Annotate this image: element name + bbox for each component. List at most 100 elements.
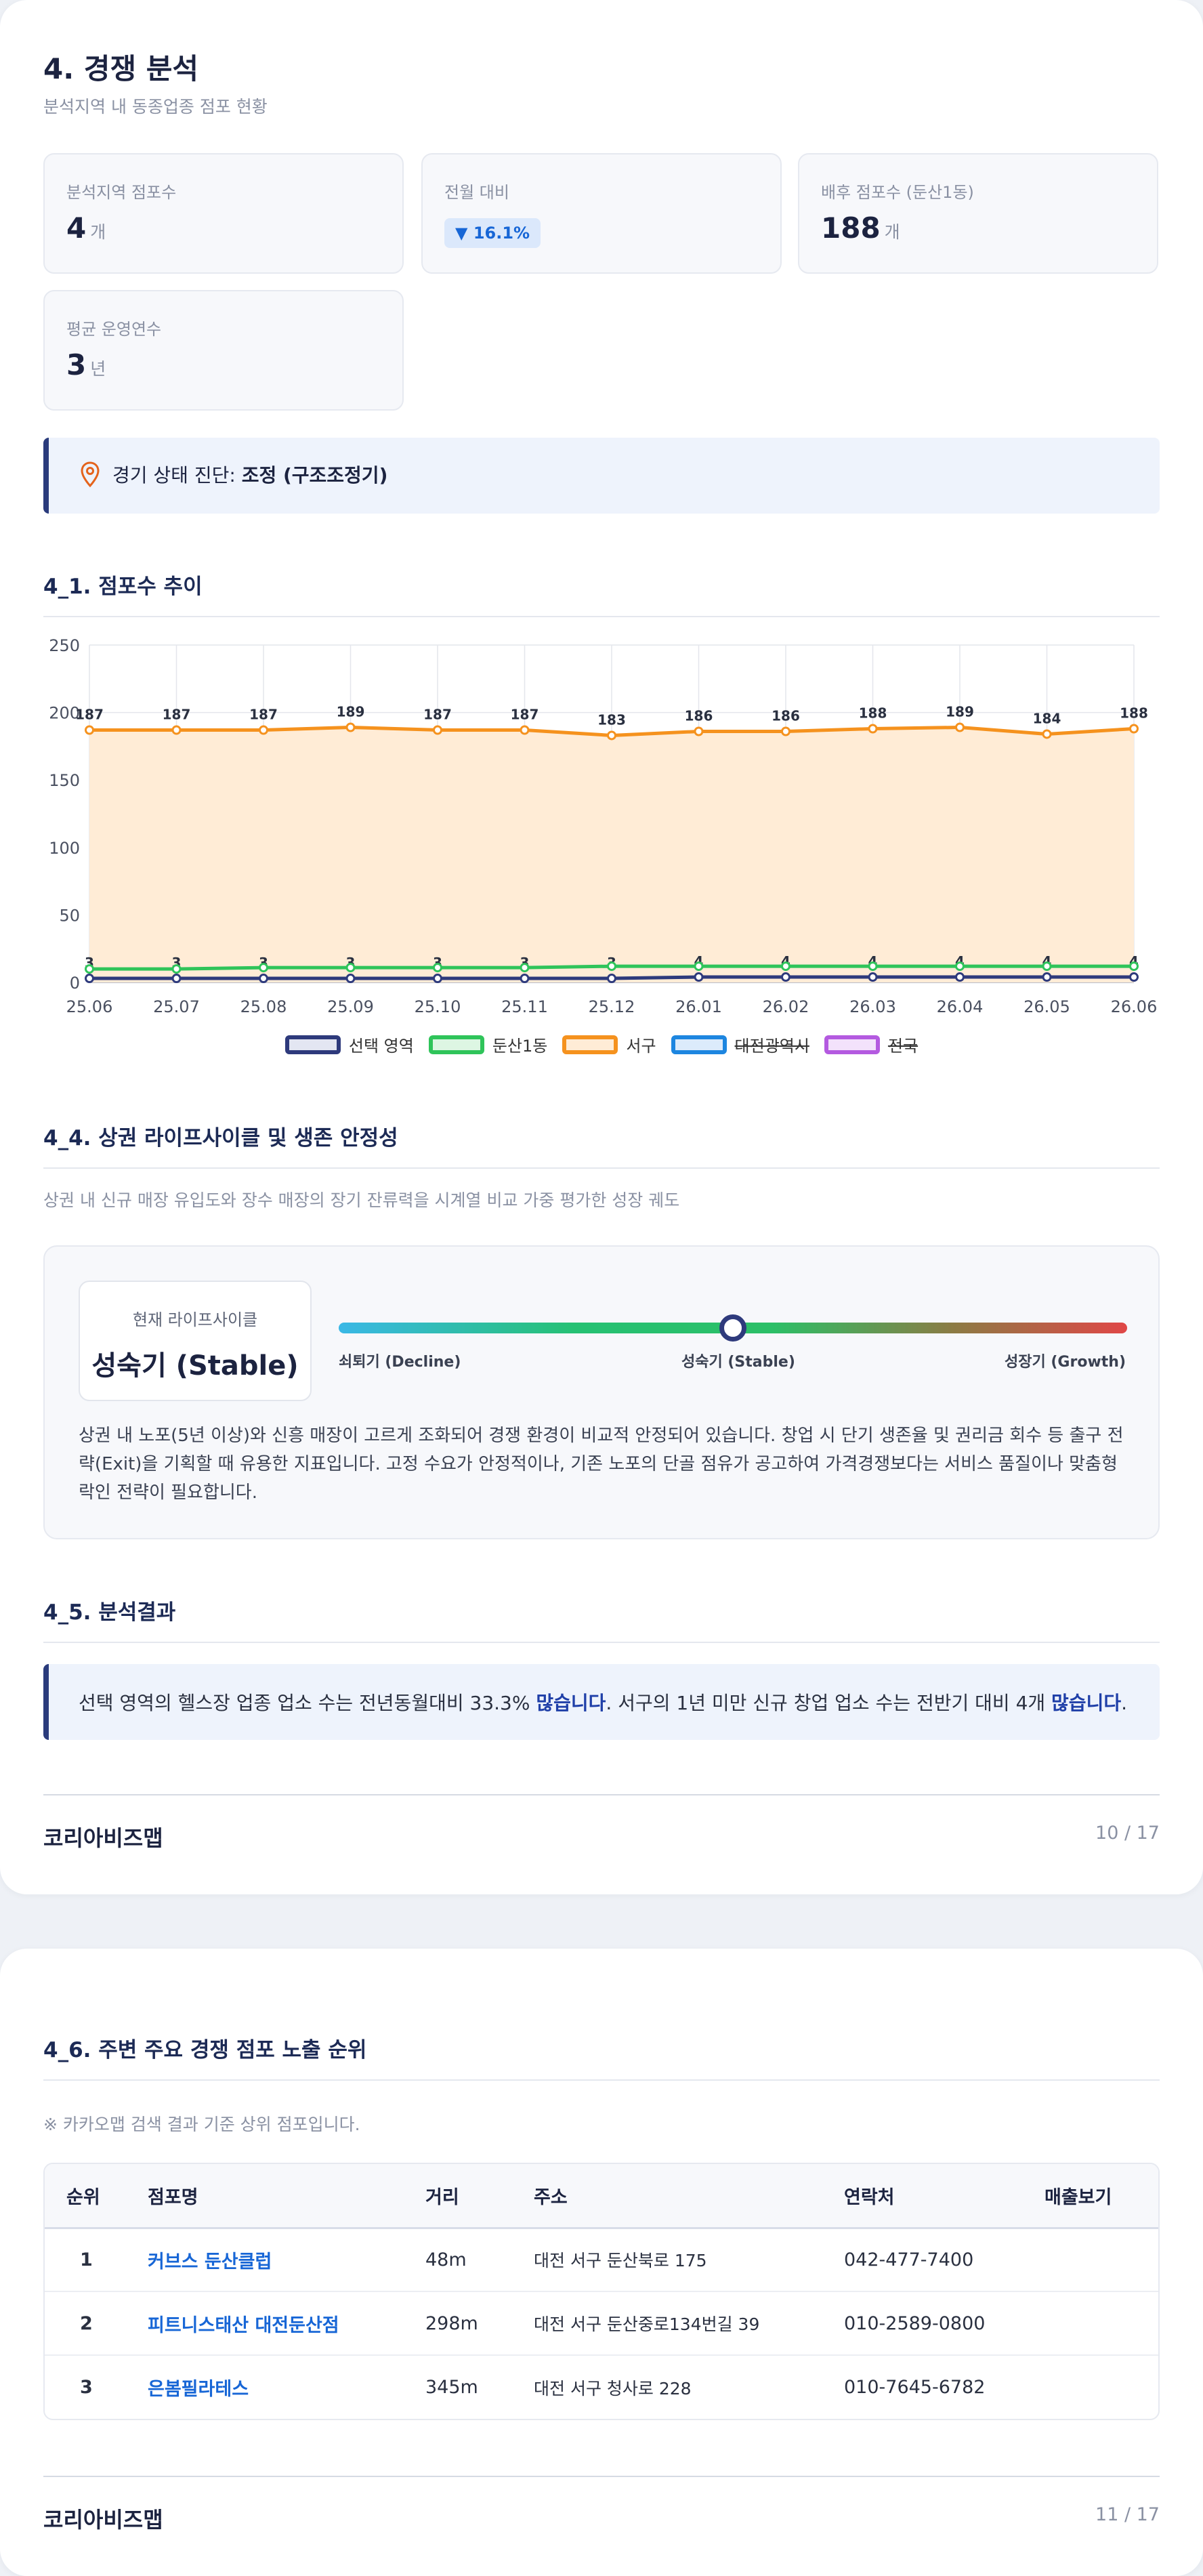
chart-legend: 선택 영역 둔산1동 서구 대전광역시 전국 <box>0 1033 1203 1056</box>
report-page-11: 4_6. 주변 주요 경쟁 점포 노출 순위 ※ 카카오맵 검색 결과 기준 상… <box>0 1949 1203 2576</box>
kpi-card-background-stores: 배후 점포수 (둔산1동) 188 개 <box>798 153 1158 274</box>
distance-cell: 345m <box>425 2377 478 2398</box>
table-header-row: 순위 점포명 거리 주소 연락처 매출보기 <box>45 2164 1158 2229</box>
x-tick-label: 25.06 <box>66 997 113 1016</box>
diagnosis-text: 경기 상태 진단: 조정 (구조조정기) <box>112 464 388 486</box>
address-cell: 대전 서구 둔산중로134번길 39 <box>534 2291 844 2356</box>
series-1-point <box>607 961 616 972</box>
series-1-point <box>345 963 356 973</box>
series-2-data-label: 187 <box>163 706 191 722</box>
series-2-point <box>868 724 878 734</box>
page-footer: 코리아비즈맵 10 / 17 <box>43 1794 1160 1862</box>
distance-cell: 48m <box>425 2228 534 2292</box>
phone-cell: 010-7645-6782 <box>844 2377 986 2398</box>
rank-cell: 1 <box>45 2228 148 2292</box>
lifecycle-card: 현재 라이프사이클 성숙기 (Stable) 쇠퇴기 (Decline) 성숙기… <box>43 1245 1160 1539</box>
series-2-data-label: 187 <box>511 706 539 722</box>
section-title: 4. 경쟁 분석 <box>43 52 198 85</box>
series-2-point <box>955 722 965 732</box>
store-count-trend-chart: 0 50 100 150 200 250 25.06 25.07 25.08 25.09 25.10… <box>49 636 1158 1016</box>
competitor-ranking-table: 순위 점포명 거리 주소 연락처 매출보기 1 커브스 둔산클럽 48m 대전 … <box>43 2163 1160 2420</box>
series-2-point <box>607 730 616 741</box>
legend-swatch <box>671 1035 727 1054</box>
series-0-point <box>868 972 878 982</box>
store-name-link[interactable]: 피트니스태산 대전둔산점 <box>148 2314 339 2336</box>
x-tick-label: 26.06 <box>1111 997 1158 1016</box>
lifecycle-position-marker <box>719 1314 746 1342</box>
legend-label: 둔산1동 <box>492 1037 548 1056</box>
series-0-point <box>345 974 356 984</box>
series-2-point <box>85 725 94 735</box>
legend-label: 전국 <box>887 1037 919 1056</box>
series-1-point <box>694 961 704 972</box>
x-tick-label: 25.08 <box>240 997 287 1016</box>
store-name-link[interactable]: 은봄필라테스 <box>148 2379 249 2400</box>
lifecycle-body-text: 상권 내 노포(5년 이상)와 신흥 매장이 고르게 조화되어 경쟁 환경이 비… <box>79 1426 1124 1503</box>
legend-label: 선택 영역 <box>348 1037 414 1056</box>
y-tick-label: 0 <box>70 974 80 993</box>
x-tick-label: 25.07 <box>153 997 200 1016</box>
series-2-data-label: 189 <box>946 704 974 720</box>
series-2-point <box>781 726 790 736</box>
column-header: 매출보기 <box>1044 2164 1158 2229</box>
y-tick-label: 50 <box>59 906 80 925</box>
kpi-label: 배후 점포수 (둔산1동) <box>821 183 974 202</box>
x-tick-label: 26.04 <box>937 997 984 1016</box>
kpi-card-month-change: 전월 대비 ▼ 16.1% <box>421 153 782 274</box>
footer-brand: 코리아비즈맵 <box>43 2507 163 2533</box>
series-1-point <box>781 961 790 972</box>
column-header: 순위 <box>45 2164 148 2229</box>
series-0-point <box>259 974 268 984</box>
series-0-point <box>955 972 965 982</box>
x-tick-label: 25.09 <box>327 997 374 1016</box>
page-number: 10 / 17 <box>1095 1823 1160 1844</box>
series-1-point <box>520 963 530 973</box>
ranking-section-title: 4_6. 주변 주요 경쟁 점포 노출 순위 <box>43 2033 1160 2081</box>
legend-item[interactable]: 대전광역시 <box>671 1033 809 1056</box>
ranking-note: ※ 카카오맵 검색 결과 기준 상위 점포입니다. <box>43 2115 360 2134</box>
address-cell: 대전 서구 청사로 228 <box>534 2378 692 2398</box>
x-tick-label: 25.12 <box>589 997 635 1016</box>
table-row: 3 은봄필라테스 345m 대전 서구 청사로 228 010-7645-678… <box>45 2355 1158 2419</box>
legend-item[interactable]: 전국 <box>824 1033 918 1056</box>
series-0-point <box>1042 972 1052 982</box>
legend-label: 대전광역시 <box>734 1037 809 1056</box>
x-tick-label: 26.01 <box>675 997 722 1016</box>
x-tick-label: 26.03 <box>849 997 896 1016</box>
legend-swatch <box>428 1035 484 1054</box>
table-row: 2 피트니스태산 대전둔산점 298m 대전 서구 둔산중로134번길 39 0… <box>45 2291 1158 2356</box>
series-0-point <box>1129 972 1139 982</box>
series-2-data-label: 188 <box>859 705 887 722</box>
series-2-data-label: 183 <box>597 711 626 728</box>
section-subtitle: 분석지역 내 동종업종 점포 현황 <box>43 97 268 117</box>
legend-swatch <box>562 1035 618 1054</box>
series-1-point <box>259 963 268 973</box>
series-0-point <box>433 974 442 984</box>
kpi-label: 평균 운영연수 <box>66 320 162 339</box>
y-tick-label: 150 <box>49 771 80 790</box>
kpi-label: 분석지역 점포수 <box>66 183 177 202</box>
phone-cell: 042-477-7400 <box>844 2228 1044 2292</box>
y-tick-label: 100 <box>49 839 80 858</box>
legend-item[interactable]: 선택 영역 <box>284 1033 414 1056</box>
sales-view-cell <box>1044 2355 1158 2419</box>
series-2-area <box>89 727 1134 982</box>
x-tick-label: 26.02 <box>763 997 809 1016</box>
diagnosis-callout: 경기 상태 진단: 조정 (구조조정기) <box>43 438 1160 514</box>
change-badge: ▼ 16.1% <box>444 218 541 248</box>
kpi-value: 188 개 <box>821 211 900 245</box>
series-2-point <box>171 725 182 735</box>
sales-view-cell <box>1044 2228 1158 2292</box>
current-lifecycle-value: 성숙기 (Stable) <box>91 1350 299 1382</box>
store-name-link[interactable]: 커브스 둔산클럽 <box>148 2251 272 2272</box>
column-header: 주소 <box>534 2164 844 2229</box>
series-0-point <box>520 974 530 984</box>
series-1-point <box>1042 961 1052 972</box>
legend-item[interactable]: 둔산1동 <box>428 1033 548 1056</box>
legend-item[interactable]: 서구 <box>562 1033 656 1056</box>
phone-cell: 010-2589-0800 <box>844 2291 1044 2356</box>
column-header: 거리 <box>425 2164 534 2229</box>
result-text: 선택 영역의 헬스장 업종 업소 수는 전년동월대비 33.3% 많습니다. 서… <box>79 1692 1127 1714</box>
x-tick-label: 26.05 <box>1023 997 1070 1016</box>
